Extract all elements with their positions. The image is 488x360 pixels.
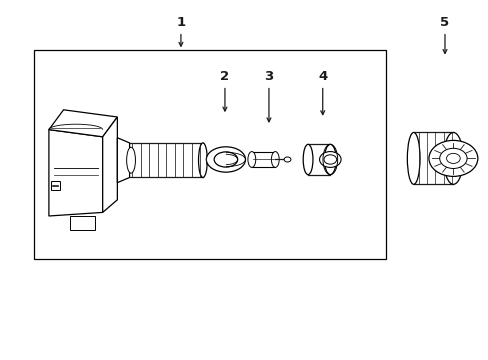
Bar [251,152,275,167]
Polygon shape [102,117,117,212]
Ellipse shape [407,132,419,184]
Text: 5: 5 [440,16,448,53]
Polygon shape [49,130,102,216]
Polygon shape [117,138,129,183]
Ellipse shape [214,152,237,167]
Circle shape [428,140,477,176]
Text: 4: 4 [318,70,326,114]
Circle shape [319,152,340,167]
Bar [51,181,60,190]
Polygon shape [49,110,117,137]
Ellipse shape [126,147,135,173]
Text: 1: 1 [176,16,185,46]
Circle shape [439,148,466,168]
Ellipse shape [324,144,336,175]
Text: 3: 3 [264,70,273,122]
Bar [34,50,386,259]
Ellipse shape [198,143,207,177]
Ellipse shape [271,152,279,167]
Circle shape [284,157,290,162]
Ellipse shape [247,152,255,167]
Ellipse shape [303,144,312,175]
Text: 2: 2 [220,70,229,111]
Ellipse shape [443,132,462,184]
Ellipse shape [206,147,245,172]
Polygon shape [70,216,95,230]
Circle shape [323,155,336,164]
Circle shape [446,153,459,163]
